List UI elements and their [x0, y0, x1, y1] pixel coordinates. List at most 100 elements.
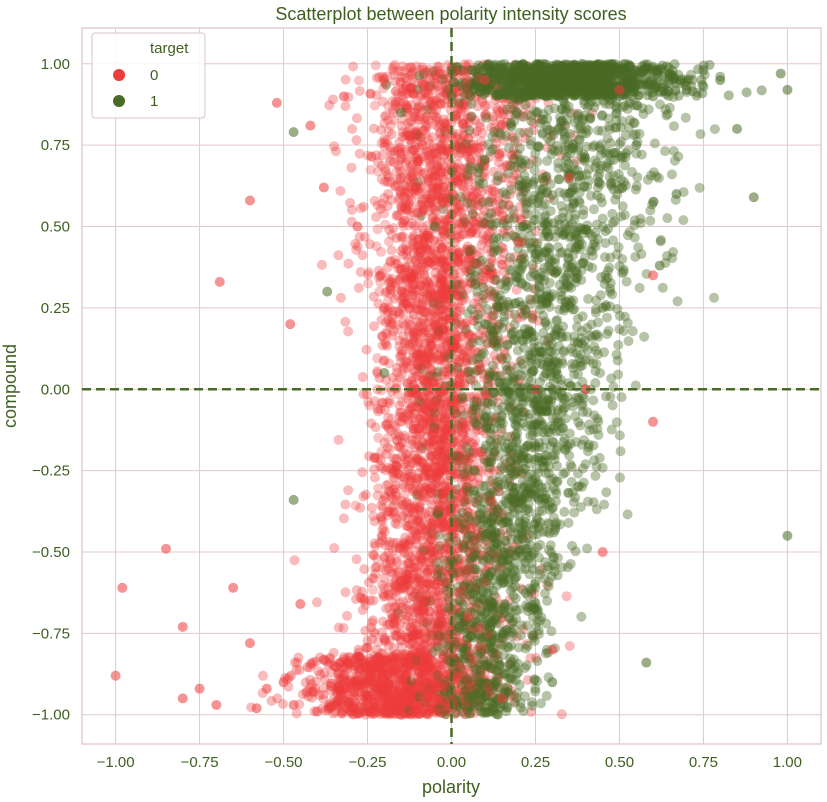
data-point — [457, 331, 468, 342]
data-point — [400, 187, 411, 198]
data-point — [438, 282, 449, 293]
data-point — [446, 442, 457, 453]
data-point — [414, 101, 425, 112]
data-point — [475, 306, 486, 317]
data-point — [480, 643, 491, 654]
data-point — [496, 119, 507, 130]
data-point — [436, 170, 447, 181]
data-point — [411, 388, 422, 399]
data-point — [437, 596, 448, 607]
data-point — [420, 522, 431, 533]
data-point — [473, 632, 484, 643]
data-point — [420, 508, 431, 519]
data-point — [343, 485, 354, 496]
data-point — [459, 320, 470, 331]
data-point — [354, 86, 365, 97]
data-point — [470, 258, 481, 269]
data-point — [425, 335, 436, 346]
data-point — [439, 698, 450, 709]
data-point — [466, 277, 477, 288]
data-point — [417, 544, 428, 555]
data-point — [427, 377, 438, 388]
data-point — [437, 86, 448, 97]
data-point — [465, 249, 476, 260]
data-point — [485, 208, 496, 219]
data-point — [483, 467, 494, 478]
data-point — [329, 141, 340, 152]
data-point — [407, 637, 418, 648]
data-point — [379, 552, 390, 563]
data-point — [563, 488, 574, 499]
data-point — [454, 620, 465, 631]
data-point — [472, 161, 483, 172]
data-point — [387, 597, 398, 608]
data-point — [482, 264, 493, 275]
data-point — [463, 193, 474, 204]
data-point — [435, 522, 446, 533]
data-point — [379, 141, 390, 152]
data-point — [694, 182, 705, 193]
data-point — [404, 410, 415, 421]
data-point — [467, 508, 478, 519]
data-point — [429, 149, 440, 160]
data-point — [422, 244, 433, 255]
data-point — [358, 491, 369, 502]
data-point — [366, 676, 377, 687]
data-point — [416, 199, 427, 210]
data-point — [508, 654, 519, 665]
data-point — [502, 159, 513, 170]
data-point — [528, 314, 539, 325]
data-point — [468, 438, 479, 449]
data-point — [522, 109, 533, 120]
data-point — [396, 231, 407, 242]
data-point — [451, 701, 462, 712]
data-point — [486, 122, 497, 133]
data-point — [484, 391, 495, 402]
data-point — [422, 91, 433, 102]
data-point — [376, 124, 387, 135]
data-point — [453, 394, 464, 405]
data-point — [409, 271, 420, 282]
data-point — [462, 532, 473, 543]
data-point — [466, 158, 477, 169]
data-point — [405, 61, 416, 72]
data-point — [422, 371, 433, 382]
data-point — [370, 422, 381, 433]
data-point — [541, 618, 552, 629]
data-point — [417, 125, 428, 136]
data-point — [470, 497, 481, 508]
data-point — [411, 453, 422, 464]
data-point — [483, 379, 494, 390]
data-point — [422, 676, 433, 687]
data-point — [404, 680, 415, 691]
data-point — [392, 306, 403, 317]
data-point — [421, 229, 432, 240]
data-point — [401, 681, 412, 692]
data-point — [462, 99, 473, 110]
data-point — [507, 204, 518, 215]
data-point — [410, 534, 421, 545]
data-point — [481, 100, 492, 111]
data-point — [486, 213, 497, 224]
data-point — [409, 331, 420, 342]
data-point — [425, 306, 436, 317]
data-point — [456, 259, 467, 270]
data-point — [450, 397, 461, 408]
data-point — [385, 284, 396, 295]
data-point — [451, 460, 462, 471]
data-point — [400, 574, 411, 585]
data-point — [402, 409, 413, 420]
data-point — [364, 239, 375, 250]
data-point — [379, 633, 390, 644]
data-point — [410, 417, 421, 428]
data-point — [391, 513, 402, 524]
data-point — [426, 98, 437, 109]
data-point — [461, 190, 472, 201]
data-point — [401, 604, 412, 615]
data-point — [338, 706, 349, 717]
data-point — [441, 145, 452, 156]
data-point — [479, 167, 490, 178]
data-point — [469, 447, 480, 458]
data-point — [430, 423, 441, 434]
data-point — [376, 397, 387, 408]
